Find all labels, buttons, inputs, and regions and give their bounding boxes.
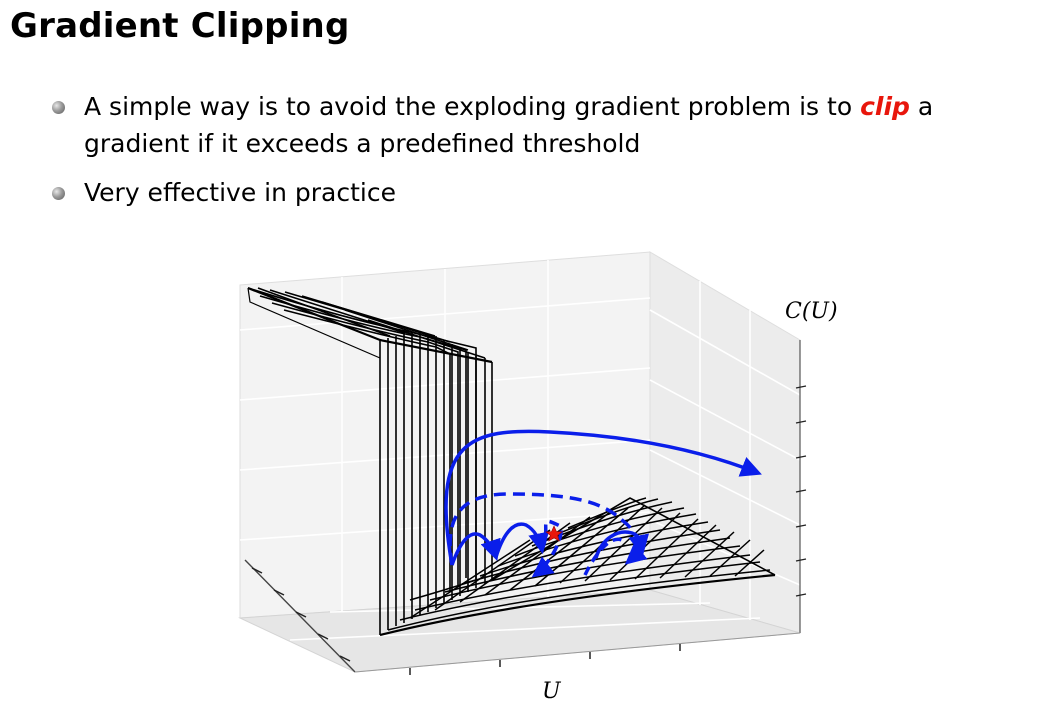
bullet-text: A simple way is to avoid the exploding g… [84,92,861,121]
trajectories [444,429,762,578]
plot-box [238,251,807,675]
slide-title: Gradient Clipping [10,6,350,46]
descent-step [594,530,648,565]
bullet-icon [52,101,65,114]
bullet-text: a gradient if it exceeds a predefined th… [84,92,934,158]
descent-step [450,532,501,566]
descent-step [494,522,549,558]
clipped-gradient-trajectory [448,492,649,566]
bullet-item: Very effective in practice [48,174,1033,211]
grid-lines [239,260,801,641]
exploding-gradient-trajectory [444,429,762,566]
bullet-list: A simple way is to avoid the exploding g… [48,88,1033,223]
minimum-star-icon [545,525,563,542]
descent-step [531,519,563,578]
z-axis-label: C(U) [785,299,838,324]
x-axis-label: U [542,679,562,700]
bullet-text: Very effective in practice [84,178,396,207]
cost-surface-plot: C(U) U [238,251,838,704]
bullet-icon [52,187,65,200]
bullet-item: A simple way is to avoid the exploding g… [48,88,1033,162]
emphasis-text: clip [860,92,910,121]
cost-surface-figure: C(U) U [230,240,850,704]
descent-step [583,537,623,576]
